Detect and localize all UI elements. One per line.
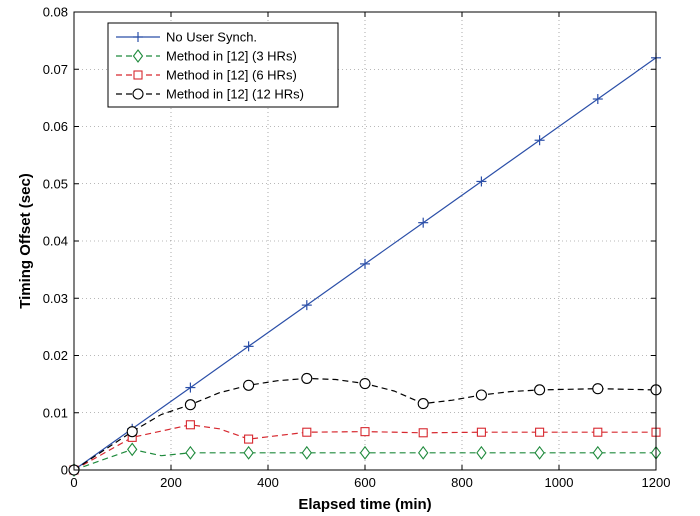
x-tick-label: 400 [257, 475, 279, 490]
series-1-point [360, 258, 370, 269]
series-2-point [418, 445, 429, 460]
series-3-point [302, 427, 312, 437]
series-4-point [417, 398, 429, 410]
series-4-point [243, 379, 255, 391]
series-4-point [301, 372, 313, 384]
series-4-point [592, 383, 604, 395]
x-tick-label: 200 [160, 475, 182, 490]
series-3-point [360, 427, 370, 437]
series-2-point [534, 445, 545, 460]
y-axis-label: Timing Offset (sec) [17, 173, 34, 309]
series-1-point [476, 176, 487, 187]
legend-marker [133, 70, 143, 80]
y-tick-label: 0.06 [43, 119, 68, 134]
y-tick-label: 0.04 [43, 234, 68, 249]
series-2-point [476, 445, 487, 460]
y-tick-label: 0.03 [43, 291, 68, 306]
legend-marker [132, 49, 144, 63]
series-1-point [592, 94, 603, 105]
series-2-point [243, 445, 254, 460]
x-tick-label: 600 [354, 475, 376, 490]
series-1-point [243, 341, 254, 352]
ticks: 0 200 400 600 800 1000 1200 0 0.01 0.02 0.03 0.04 0.… [43, 5, 671, 491]
series-2-point [301, 445, 312, 460]
y-tick-label: 0.05 [43, 176, 68, 191]
series-4-point [534, 384, 546, 396]
series-3-point [476, 427, 486, 437]
legend-label: Method in [12] (12 HRs) [166, 87, 304, 102]
legend: No User Synch. Method in [12] (3 HRs) Meth… [107, 22, 339, 108]
legend-label: Method in [12] (3 HRs) [166, 49, 297, 64]
y-tick-label: 0.07 [43, 62, 68, 77]
series-2-point [359, 445, 371, 460]
x-axis-label: Elapsed time (min) [298, 496, 431, 513]
legend-marker [132, 88, 144, 100]
series-1-point [534, 135, 545, 146]
series-layer [68, 52, 662, 477]
legend-label: No User Synch. [166, 30, 257, 45]
series-3-point [244, 434, 254, 444]
series-3-point [593, 427, 603, 437]
series-4-point [475, 389, 487, 401]
x-tick-label: 800 [451, 475, 473, 490]
series-4-point [184, 399, 196, 411]
series-2-point [127, 442, 138, 457]
series-2-point [185, 445, 196, 460]
series-3-point [185, 420, 195, 430]
series-3-point [535, 427, 545, 437]
series-2-point [592, 445, 603, 460]
series-1-point [418, 217, 429, 228]
series-1-point [301, 300, 312, 311]
series-3-point [418, 428, 428, 438]
x-tick-label: 1200 [642, 475, 671, 490]
series-4-point [359, 378, 371, 390]
x-tick-label: 0 [70, 475, 77, 490]
y-tick-label: 0 [61, 463, 68, 478]
y-tick-label: 0.01 [43, 405, 68, 420]
x-tick-label: 1000 [545, 475, 574, 490]
y-tick-label: 0.02 [43, 348, 68, 363]
series-line-3 [73, 424, 656, 471]
series-1-point [185, 382, 196, 393]
series-4-point [126, 426, 138, 438]
y-tick-label: 0.08 [43, 5, 68, 20]
legend-label: Method in [12] (6 HRs) [166, 68, 297, 83]
legend-marker [133, 32, 143, 42]
